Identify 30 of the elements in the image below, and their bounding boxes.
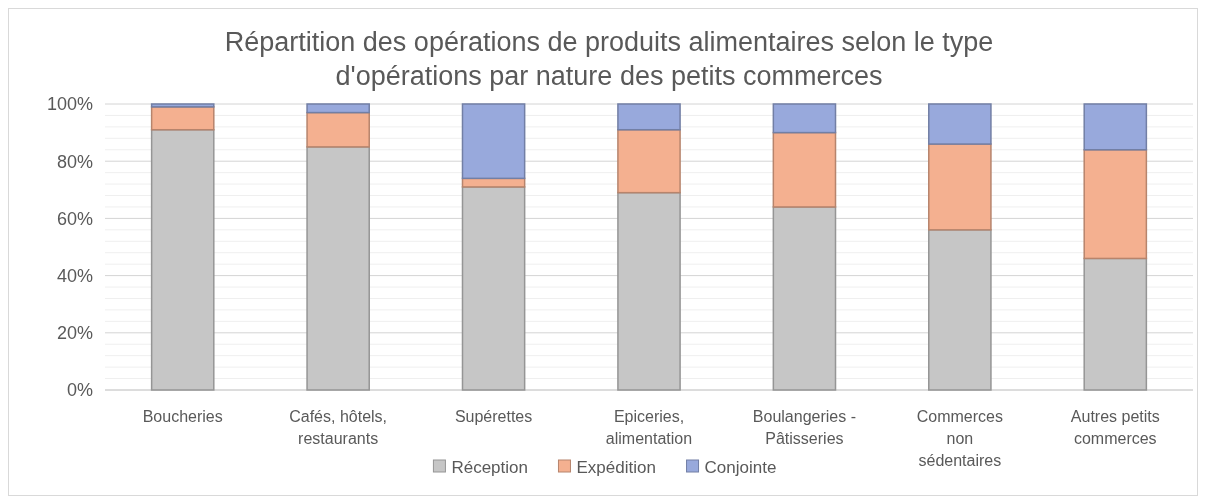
x-tick-label: Boulangeries - Pâtisseries: [752, 408, 857, 447]
bar: [1083, 149, 1148, 260]
bar: [1083, 103, 1148, 151]
legend-label: Conjointe: [704, 457, 777, 477]
y-tick-label: 20%: [56, 323, 93, 344]
bar: [150, 106, 215, 131]
bar: [306, 103, 370, 114]
bar: [617, 128, 681, 194]
bar: [772, 131, 837, 208]
chart-title: Répartition des opérations de produits alimentaires selon le type d'opérations par nature des petits commerces: [224, 27, 994, 91]
y-tick-label: 60%: [56, 208, 93, 229]
y-tick-label: 0%: [66, 380, 93, 401]
y-tick-label: 40%: [56, 265, 93, 286]
bar: [306, 111, 370, 148]
y-tick-label: 100%: [46, 94, 93, 115]
x-tick-label: Boucheries: [142, 408, 223, 425]
y-tick-label: 80%: [56, 151, 93, 172]
bar: [461, 103, 526, 180]
bar: [772, 103, 837, 134]
legend-label: Expédition: [576, 457, 656, 477]
bar: [150, 103, 215, 108]
bar: [928, 143, 992, 231]
x-tick-label: Supérettes: [454, 408, 533, 425]
x-tick-label: Autres petits commerces: [1070, 408, 1160, 447]
x-tick-label: Epiceries, alimentation: [605, 408, 693, 447]
x-tick-label: Commerces non sédentaires: [916, 408, 1003, 469]
bar: [617, 103, 681, 131]
x-tick-label: Cafés, hôtels, restaurants: [289, 408, 388, 447]
legend-label: Réception: [451, 457, 528, 477]
bar: [928, 103, 992, 145]
